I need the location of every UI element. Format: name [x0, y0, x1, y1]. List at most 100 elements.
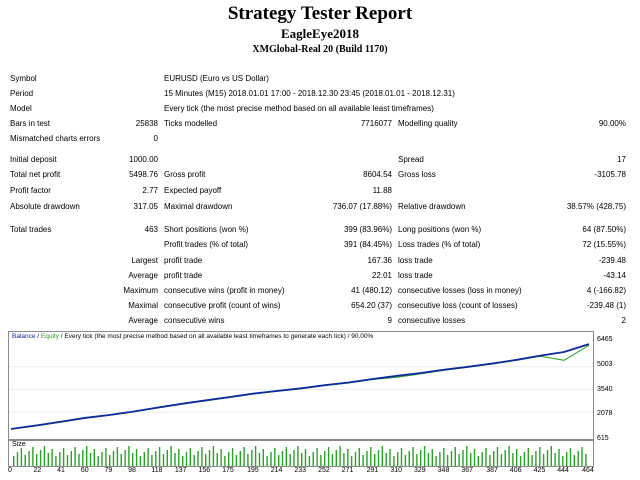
- maximum-label: Maximum: [123, 286, 158, 295]
- profit-trades-value: 391 (84.45%): [343, 240, 392, 249]
- size-bar: [93, 449, 95, 466]
- size-bar: [427, 453, 430, 466]
- maximal-drawdown-value: 736.07 (17.88%): [332, 202, 392, 211]
- size-bar: [293, 450, 295, 466]
- size-bar: [558, 449, 560, 466]
- size-bar: [201, 447, 203, 466]
- size-bar: [358, 448, 360, 466]
- average-consecutive-losses-label: consecutive losses: [398, 316, 466, 325]
- size-bar: [62, 448, 65, 466]
- x-tick-label: 348: [437, 467, 450, 474]
- deposit-label: Initial deposit: [10, 155, 57, 164]
- size-bar: [377, 450, 380, 466]
- size-bar: [289, 454, 291, 466]
- loss-trades-value: 72 (15.55%): [582, 240, 626, 249]
- x-tick-label: 195: [247, 467, 259, 474]
- size-bar: [573, 455, 575, 466]
- size-bar: [454, 447, 456, 466]
- size-bar: [481, 452, 483, 466]
- size-bar: [585, 454, 587, 466]
- size-bar: [155, 451, 157, 466]
- size-bar: [28, 451, 30, 466]
- size-bar: [97, 456, 99, 466]
- mismatch-value: 0: [153, 134, 158, 143]
- size-bar: [55, 456, 57, 466]
- size-bar: [493, 451, 495, 466]
- size-bar: [404, 455, 407, 466]
- size-bar: [519, 456, 522, 466]
- size-bar: [327, 447, 330, 466]
- size-bar: [239, 451, 241, 466]
- absolute-drawdown-label: Absolute drawdown: [10, 202, 80, 211]
- long-positions-label: Long positions (won %): [398, 225, 482, 234]
- size-bar: [516, 449, 518, 466]
- size-bar: [550, 446, 552, 466]
- size-bar: [335, 450, 337, 466]
- size-bar: [147, 448, 149, 466]
- size-bar: [212, 446, 215, 466]
- average-consecutive-wins-value: 9: [387, 316, 392, 325]
- size-bar: [270, 452, 272, 466]
- size-bar: [393, 456, 395, 466]
- size-bar: [285, 447, 287, 466]
- size-bar: [489, 455, 491, 466]
- x-tick-label: 79: [104, 467, 113, 474]
- long-positions-value: 64 (87.50%): [582, 225, 626, 234]
- spread-value: 17: [617, 155, 626, 164]
- average-consecutive-wins-label: consecutive wins: [164, 316, 225, 325]
- size-bar: [370, 447, 372, 466]
- size-bar: [470, 453, 472, 466]
- x-tick-label: 425: [533, 467, 546, 474]
- y-tick-label: 5003: [597, 361, 613, 368]
- size-bar: [124, 450, 126, 466]
- size-bar: [254, 446, 257, 466]
- size-bar: [458, 454, 460, 466]
- size-bar: [208, 450, 211, 466]
- size-bar: [385, 453, 387, 466]
- average-profit-label: profit trade: [164, 271, 203, 280]
- size-bar: [412, 447, 414, 466]
- size-bar: [158, 447, 161, 466]
- legend-equity: Equity: [40, 333, 59, 340]
- x-tick-label: 60: [80, 467, 89, 474]
- size-bar: [527, 448, 529, 466]
- size-bar: [70, 451, 72, 466]
- bars-value: 25838: [135, 119, 158, 128]
- size-bar: [389, 449, 391, 466]
- bars-label: Bars in test: [10, 119, 51, 128]
- size-bar: [132, 453, 134, 466]
- average-loss-label: loss trade: [398, 271, 433, 280]
- x-tick-label: 175: [222, 467, 234, 474]
- loss-trades-label: Loss trades (% of total): [398, 240, 481, 249]
- size-bar: [400, 448, 403, 466]
- size-bar: [281, 451, 284, 466]
- size-bar: [435, 456, 437, 466]
- size-bar: [112, 451, 115, 466]
- size-bar: [562, 456, 564, 466]
- size-bar: [462, 450, 464, 466]
- x-tick-label: 156: [198, 467, 211, 474]
- expected-payoff-value: 11.88: [372, 186, 392, 195]
- gross-profit-label: Gross profit: [164, 170, 206, 179]
- size-bar: [343, 453, 345, 466]
- largest-profit-label: profit trade: [164, 256, 203, 265]
- gross-loss-value: -3105.78: [594, 170, 626, 179]
- size-bar: [228, 452, 230, 466]
- size-bar: [274, 448, 276, 466]
- size-bar: [546, 450, 549, 466]
- size-bar: [297, 446, 299, 466]
- size-bar: [554, 453, 556, 466]
- size-bar: [32, 447, 34, 466]
- balance-equity-plot: [9, 343, 593, 430]
- size-bar: [362, 455, 364, 466]
- size-bar: [324, 451, 326, 466]
- size-bar: [535, 451, 537, 466]
- size-bar: [101, 452, 103, 466]
- maximal-consecutive-loss-value: -239.48 (1): [586, 301, 626, 310]
- legend-balance: Balance: [12, 333, 36, 340]
- size-bar: [66, 455, 69, 466]
- size-bar: [420, 450, 422, 466]
- size-bar: [443, 448, 445, 466]
- deposit-value: 1000.00: [129, 155, 158, 164]
- model-label: Model: [10, 104, 32, 113]
